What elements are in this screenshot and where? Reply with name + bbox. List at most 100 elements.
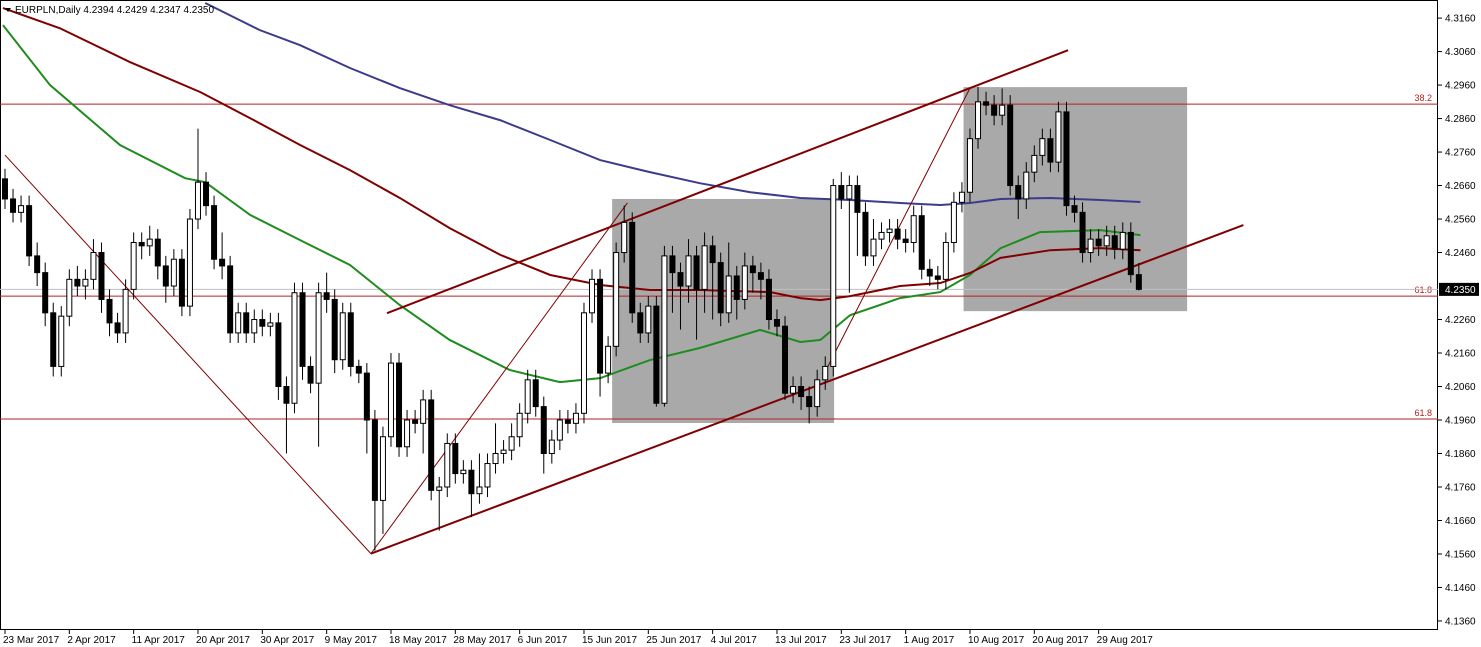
candle-body (66, 278, 73, 317)
candle-body (653, 305, 660, 404)
y-tick-label: 4.1860 (1445, 449, 1476, 460)
x-tick-label: 9 May 2017 (325, 635, 378, 646)
candle-body (669, 255, 676, 274)
level-label: 61.8 (1414, 285, 1432, 295)
candle-body (717, 262, 724, 314)
candle-body (251, 319, 258, 334)
y-tick-label: 4.1960 (1445, 416, 1476, 427)
y-tick-label: 4.1760 (1445, 482, 1476, 493)
moving-average (2, 24, 1141, 384)
candle-body (235, 312, 242, 334)
candle-body (556, 419, 563, 441)
y-tick-label: 4.1360 (1445, 616, 1476, 627)
candle-body (540, 406, 547, 454)
candle-body (870, 238, 877, 257)
candle-body (1127, 231, 1134, 276)
candle-body (950, 201, 957, 243)
menu-arrow[interactable] (5, 8, 11, 12)
candle-body (484, 463, 491, 488)
candle-body (597, 278, 604, 374)
x-tick-label: 13 Jul 2017 (775, 635, 827, 646)
candle-body (910, 215, 917, 243)
y-tick-label: 4.2960 (1445, 81, 1476, 92)
candle-body (114, 322, 121, 334)
candle-body (227, 265, 234, 334)
candle-body (10, 198, 17, 213)
chart-title: EURPLN,Daily 4.2394 4.2429 4.2347 4.2350 (15, 5, 214, 16)
x-tick-label: 30 Apr 2017 (260, 635, 314, 646)
candle-body (307, 365, 314, 384)
candle-body (404, 419, 411, 448)
candle-body (991, 104, 998, 116)
x-tick-label: 2 Apr 2017 (67, 635, 116, 646)
candle-body (58, 315, 65, 367)
candle-body (339, 312, 346, 361)
y-tick-label: 4.1660 (1445, 516, 1476, 527)
candle-body (219, 258, 226, 267)
candle-body (589, 278, 596, 314)
candle-body (1055, 111, 1062, 163)
candle-body (838, 185, 845, 200)
candle-body (741, 265, 748, 300)
candle-body (749, 265, 756, 274)
candle-body (902, 238, 909, 243)
candle-body (637, 312, 644, 334)
candle-body (854, 185, 861, 213)
y-tick-label: 4.1460 (1445, 583, 1476, 594)
candle-body (580, 312, 587, 414)
candle-body (934, 275, 941, 280)
candle-body (436, 486, 443, 491)
candle-body (782, 325, 789, 394)
candle-body (966, 138, 973, 193)
candle-body (323, 292, 330, 300)
candle-body (693, 255, 700, 290)
candle-body (154, 238, 161, 267)
x-tick-label: 20 Aug 2017 (1032, 635, 1089, 646)
candle-body (894, 228, 901, 240)
candle-body (444, 442, 451, 488)
candle-body (1023, 171, 1030, 200)
candle-body (18, 205, 25, 213)
candle-body (379, 436, 386, 501)
candle-body (532, 379, 539, 408)
candle-body (1135, 274, 1142, 290)
x-tick-label: 23 Jul 2017 (839, 635, 891, 646)
candle-body (1047, 138, 1054, 163)
candle-body (186, 218, 193, 307)
x-tick-label: 29 Aug 2017 (1097, 635, 1154, 646)
x-tick-label: 1 Aug 2017 (904, 635, 955, 646)
candle-body (299, 292, 306, 367)
candle-body (347, 312, 354, 367)
candle-body (1063, 111, 1070, 207)
y-tick-label: 4.2260 (1445, 315, 1476, 326)
candle-body (572, 412, 579, 424)
candle-body (331, 298, 338, 361)
candle-body (564, 419, 571, 424)
candle-body (291, 292, 298, 404)
candle-body (90, 252, 97, 280)
candle-body (886, 228, 893, 233)
candle-body (975, 101, 982, 140)
candle-body (878, 231, 885, 240)
trendline (4, 154, 372, 554)
candle-body (918, 215, 925, 270)
x-tick-label: 18 May 2017 (389, 635, 447, 646)
candle-body (798, 386, 805, 398)
candle-body (757, 272, 764, 280)
y-tick-label: 4.2160 (1445, 349, 1476, 360)
candle-body (162, 265, 169, 287)
candle-body (1039, 138, 1046, 156)
candle-body (452, 442, 459, 475)
candle-body (412, 419, 419, 424)
candle-body (1111, 235, 1118, 250)
candle-body (106, 298, 113, 324)
candle-body (1015, 185, 1022, 200)
candle-body (138, 241, 145, 247)
candle-body (999, 104, 1006, 116)
candle-body (194, 181, 201, 220)
y-tick-label: 4.3160 (1445, 14, 1476, 25)
candle-body (709, 245, 716, 264)
x-tick-label: 6 Jun 2017 (518, 635, 568, 646)
candle-body (958, 191, 965, 203)
